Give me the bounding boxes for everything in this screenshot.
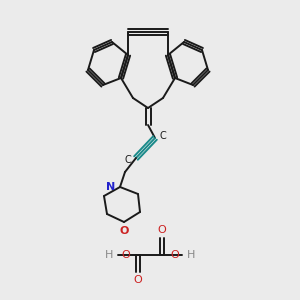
Text: O: O (158, 225, 166, 235)
Text: C: C (160, 131, 167, 141)
Text: H: H (105, 250, 113, 260)
Text: H: H (187, 250, 195, 260)
Text: O: O (119, 226, 129, 236)
Text: O: O (170, 250, 179, 260)
Text: N: N (106, 182, 115, 192)
Text: O: O (121, 250, 130, 260)
Text: C: C (124, 155, 131, 165)
Text: O: O (134, 275, 142, 285)
